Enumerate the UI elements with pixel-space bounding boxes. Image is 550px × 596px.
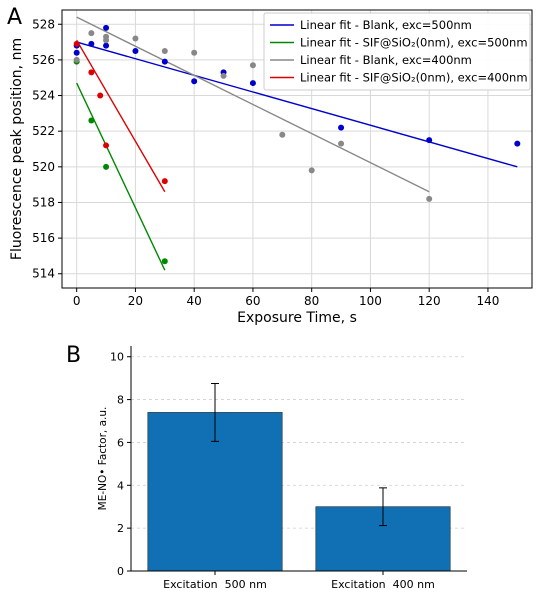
chart-a-x-tick-label: 80 — [304, 294, 319, 308]
chart-a-legend: Linear fit - Blank, exc=500nm Linear fit … — [263, 12, 531, 91]
chart-a-x-tick-label: 40 — [187, 294, 202, 308]
chart-a-y-tick-label: 516 — [32, 231, 55, 245]
chart-a-data-point — [88, 30, 95, 37]
chart-b-x-tick-label: Excitation 400 nm — [331, 578, 435, 591]
chart-a-data-point — [88, 69, 95, 76]
chart-a-x-tick-label: 140 — [476, 294, 499, 308]
chart-a-data-point — [220, 72, 227, 79]
chart-b: B 0 2 4 6 8 10 Excitation 500 nm Excitation 40… — [66, 343, 467, 591]
chart-b-y-tick-label: 4 — [117, 479, 124, 492]
chart-a-data-point — [426, 137, 433, 144]
chart-a-y-tick-label: 514 — [32, 267, 55, 281]
chart-a-data-point — [514, 140, 521, 147]
chart-a-fit-lines — [76, 16, 518, 271]
chart-a-data-point — [161, 58, 168, 65]
chart-a-x-tick-label: 60 — [245, 294, 260, 308]
chart-a-points — [73, 24, 521, 265]
chart-b-x-tick-label: Excitation 500 nm — [163, 578, 267, 591]
chart-b-y-ticks: 0 2 4 6 8 10 — [110, 351, 131, 578]
chart-a-data-point — [132, 35, 139, 42]
chart-a-y-tick-label: 526 — [32, 53, 55, 67]
chart-b-y-tick-label: 10 — [110, 351, 124, 364]
chart-a-legend-label: Linear fit - SIF@SiO₂(0nm), exc=500nm — [300, 36, 528, 50]
chart-b-y-tick-label: 6 — [117, 436, 124, 449]
chart-a-data-point — [97, 92, 104, 99]
chart-a-data-point — [191, 78, 198, 85]
chart-a-x-tick-label: 120 — [418, 294, 441, 308]
chart-a-x-tick-label: 100 — [359, 294, 382, 308]
chart-a: A 0 20 40 60 80 100 120 140 5145165185205225245… — [7, 5, 533, 326]
chart-a-data-point — [249, 80, 256, 87]
panel-letter-a: A — [7, 5, 22, 30]
chart-a-data-point — [279, 131, 286, 138]
chart-a-data-point — [191, 49, 198, 56]
chart-a-data-point — [161, 178, 168, 185]
chart-b-bars — [147, 412, 451, 572]
chart-a-data-point — [73, 56, 80, 63]
chart-a-data-point — [426, 195, 433, 202]
chart-a-fit-line — [76, 41, 518, 168]
chart-a-legend-label: Linear fit - Blank, exc=400nm — [300, 53, 472, 67]
chart-a-y-tick-label: 520 — [32, 160, 55, 174]
chart-a-y-tick-label: 518 — [32, 195, 55, 209]
chart-a-x-tick-label: 20 — [128, 294, 143, 308]
chart-a-data-point — [132, 47, 139, 54]
chart-a-legend-box — [263, 12, 531, 91]
chart-a-legend-label: Linear fit - SIF@SiO₂(0nm), exc=400nm — [300, 71, 528, 85]
chart-a-data-point — [103, 142, 110, 149]
chart-a-data-point — [88, 117, 95, 124]
chart-a-data-point — [103, 37, 110, 44]
chart-a-y-ticks: 514 516 518 520 522 524 526 528 — [32, 17, 62, 281]
chart-a-data-point — [308, 167, 315, 174]
chart-a-y-tick-label: 524 — [32, 89, 55, 103]
chart-a-data-point — [103, 42, 110, 49]
chart-a-data-point — [73, 49, 80, 56]
chart-a-data-point — [88, 40, 95, 47]
chart-b-y-axis-label: ME-NO• Factor, a.u. — [97, 407, 109, 511]
chart-a-fit-line — [76, 82, 166, 271]
chart-a-data-point — [161, 258, 168, 265]
chart-b-error-bars — [211, 383, 387, 527]
chart-b-y-tick-label: 2 — [117, 522, 124, 535]
chart-a-frame — [61, 9, 533, 289]
chart-a-data-point — [73, 40, 80, 47]
chart-a-fit-line — [76, 39, 166, 193]
chart-a-data-point — [338, 140, 345, 147]
chart-a-data-point — [161, 47, 168, 54]
chart-a-fit-line — [76, 16, 430, 193]
chart-b-x-ticks: Excitation 500 nm Excitation 400 nm — [163, 571, 435, 591]
chart-b-y-tick-label: 0 — [117, 565, 124, 578]
chart-a-y-tick-label: 528 — [32, 17, 55, 31]
panel-letter-b: B — [66, 343, 81, 368]
chart-a-data-point — [103, 24, 110, 31]
chart-a-y-axis-label: Fluorescence peak position, nm — [9, 38, 25, 260]
chart-a-data-point — [338, 124, 345, 131]
chart-a-x-axis-label: Exposure Time, s — [237, 310, 357, 326]
chart-a-data-point — [249, 62, 256, 69]
chart-b-y-tick-label: 8 — [117, 394, 124, 407]
chart-a-legend-label: Linear fit - Blank, exc=500nm — [300, 18, 472, 32]
chart-a-y-tick-label: 522 — [32, 124, 55, 138]
chart-a-x-ticks: 0 20 40 60 80 100 120 140 — [73, 288, 499, 308]
chart-a-data-point — [103, 163, 110, 170]
chart-b-axes — [130, 346, 467, 572]
chart-a-x-tick-label: 0 — [73, 294, 81, 308]
